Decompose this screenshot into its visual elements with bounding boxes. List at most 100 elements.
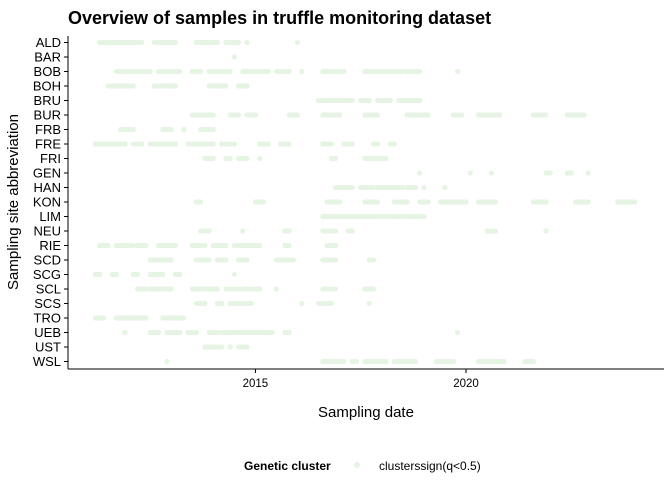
sample-point-rie [143, 242, 149, 249]
sample-point-ald [294, 39, 301, 46]
y-tick-label-bob: BOB [34, 64, 61, 79]
sample-point-bur [543, 112, 549, 118]
sample-point-ald [235, 39, 242, 46]
sample-point-tro [181, 315, 187, 321]
sample-point-gen [488, 170, 494, 176]
sample-point-neu [206, 228, 212, 234]
sample-point-fri [257, 155, 263, 162]
sample-point-ueb [214, 329, 221, 336]
sample-point-neu [286, 228, 292, 234]
sample-point-rie [223, 242, 229, 249]
sample-point-kon [492, 199, 499, 205]
sample-point-bru [366, 97, 372, 104]
sample-point-neu [332, 228, 339, 234]
y-tick-label-ueb: UEB [34, 325, 61, 340]
y-tick-label-kon: KON [33, 195, 61, 210]
sample-point-kon [374, 199, 381, 205]
y-tick-label-boh: BOH [33, 79, 61, 94]
sample-point-frb [210, 126, 216, 133]
sample-point-kon [425, 199, 431, 205]
sample-point-bru [417, 97, 423, 104]
sample-point-han [400, 184, 406, 191]
sample-point-bob [286, 68, 292, 75]
sample-point-scd [223, 257, 229, 263]
sample-point-frb [130, 126, 136, 133]
sample-point-han [442, 184, 448, 191]
sample-point-bru [387, 97, 393, 104]
sample-point-rie [172, 242, 179, 249]
sample-point-tro [143, 315, 149, 321]
legend: Genetic cluster clusterssign(q<0.5) [244, 459, 481, 473]
sample-point-han [412, 184, 419, 191]
y-tick-label-bar: BAR [34, 50, 61, 65]
y-tick-label-tro: TRO [34, 311, 61, 326]
sample-point-boh [244, 83, 250, 89]
x-axis-label: Sampling date [318, 404, 414, 421]
sample-point-wsl [530, 358, 537, 365]
sample-point-scl [332, 286, 339, 292]
y-tick-label-neu: NEU [34, 224, 61, 239]
y-tick-label-scl: SCL [36, 282, 61, 297]
y-tick-label-lim: LIM [39, 209, 61, 224]
sample-point-bur [337, 112, 343, 118]
sample-point-frb [168, 126, 174, 133]
sample-point-ust [219, 344, 225, 350]
sample-point-rie [257, 242, 263, 249]
sample-point-scg [177, 271, 183, 278]
sample-point-scl [168, 286, 174, 292]
sample-point-kon [404, 199, 410, 205]
sample-point-rie [286, 242, 292, 249]
sample-point-bob [177, 68, 183, 75]
x-tick-label-2015: 2015 [243, 378, 269, 390]
sample-point-kon [198, 199, 204, 205]
sample-point-gen [568, 170, 574, 176]
sample-point-wsl [501, 358, 507, 365]
sample-point-bob [227, 68, 233, 75]
y-tick-label-frb: FRB [35, 122, 61, 137]
sample-point-fri [383, 155, 389, 162]
sample-point-bru [349, 97, 355, 104]
sample-point-rie [332, 242, 339, 249]
sample-point-scs [366, 300, 372, 307]
y-ticks: ALDBARBOBBOHBRUBURFRBFREFRIGENHANKONLIMN… [33, 35, 68, 369]
sample-point-fre [122, 141, 128, 147]
sample-point-kon [337, 199, 343, 205]
sample-point-fre [349, 141, 355, 147]
sample-point-scg [160, 271, 166, 278]
sample-point-wsl [383, 358, 389, 365]
sample-point-tro [101, 315, 107, 321]
sample-point-scl [235, 286, 242, 292]
sample-point-ueb [193, 329, 200, 336]
sample-point-rie [130, 242, 136, 249]
sample-point-wsl [450, 358, 456, 365]
sample-point-fri [227, 155, 233, 162]
sample-point-bur [294, 112, 301, 118]
sample-point-bur [459, 112, 465, 118]
sample-point-bob [147, 68, 153, 75]
sample-point-bur [497, 112, 503, 118]
sample-point-fre [391, 141, 398, 147]
x-tick-label-2020: 2020 [453, 378, 479, 390]
sample-point-bob [265, 68, 271, 75]
sample-point-frb [181, 126, 187, 133]
sample-point-lim [400, 213, 406, 220]
sample-point-bob [341, 68, 347, 75]
sample-point-wsl [412, 358, 419, 365]
y-tick-label-wsl: WSL [33, 354, 61, 369]
y-tick-label-fri: FRI [40, 151, 61, 166]
y-tick-label-rie: RIE [39, 238, 61, 253]
sample-point-bur [581, 112, 587, 118]
sample-point-gen [547, 170, 553, 176]
sample-point-gen [585, 170, 591, 176]
sample-point-scg [96, 271, 103, 278]
sample-point-ald [214, 39, 221, 46]
sample-point-boh [130, 83, 136, 89]
sample-point-ueb [122, 329, 128, 336]
sample-point-bob [299, 68, 305, 75]
sample-point-scd [332, 257, 339, 263]
sample-point-han [370, 184, 376, 191]
sample-point-ueb [269, 329, 275, 336]
y-tick-label-scg: SCG [33, 267, 61, 282]
sample-point-fri [332, 155, 339, 162]
sample-point-fre [286, 141, 292, 147]
